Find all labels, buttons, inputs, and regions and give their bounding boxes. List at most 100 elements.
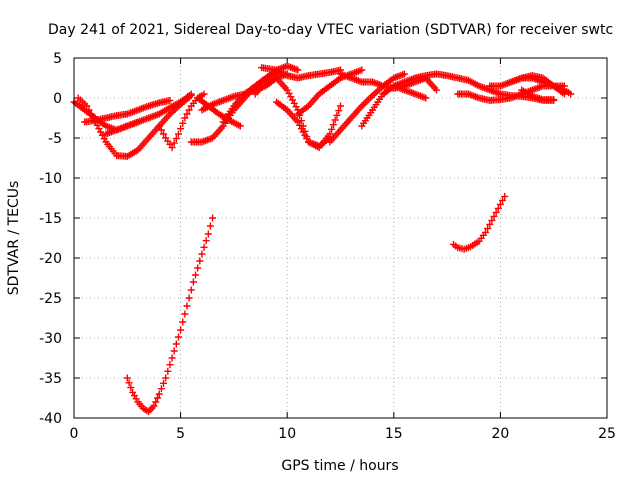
data-point	[157, 126, 165, 134]
y-axis-label: SDTVAR / TECUs	[6, 181, 22, 296]
y-tick-label: -10	[39, 171, 62, 187]
data-point	[85, 106, 93, 114]
data-point	[400, 70, 408, 78]
data-point	[481, 228, 489, 236]
y-tick-label: -15	[39, 211, 62, 227]
x-axis-label: GPS time / hours	[281, 458, 398, 474]
data-point	[209, 214, 217, 222]
series-arc-21	[507, 72, 568, 98]
data-point	[155, 390, 163, 398]
series-arc-8	[194, 94, 244, 130]
data-point	[174, 333, 182, 341]
series-arc-23	[123, 214, 217, 416]
data-point	[183, 302, 191, 310]
y-tick-label: -5	[48, 131, 62, 147]
data-point	[337, 102, 344, 110]
data-points	[70, 62, 575, 416]
data-point	[329, 121, 337, 129]
x-tick-label: 0	[70, 426, 79, 442]
data-point	[160, 130, 168, 138]
data-point	[333, 111, 341, 119]
data-point	[152, 398, 160, 406]
data-point	[174, 130, 182, 138]
data-point	[83, 102, 91, 110]
series-arc-4	[102, 90, 195, 138]
data-point	[432, 86, 440, 94]
series-arc-3	[81, 96, 174, 126]
data-point	[160, 379, 168, 387]
series-arc-22	[518, 86, 558, 104]
series-arc-24	[449, 192, 509, 253]
y-tick-label: 5	[53, 51, 62, 67]
data-point	[484, 224, 492, 232]
plot-frame	[73, 57, 608, 419]
chart-title: Day 241 of 2021, Sidereal Day-to-day VTE…	[48, 22, 613, 38]
data-point	[486, 220, 494, 228]
data-point	[157, 385, 165, 393]
data-point	[499, 196, 507, 204]
data-point	[496, 200, 504, 208]
data-point	[187, 90, 195, 98]
data-point	[172, 135, 180, 143]
data-point	[236, 122, 244, 130]
data-point	[194, 264, 202, 272]
data-point	[331, 116, 339, 124]
axis-ticks: 0 5 10 15 20 25 5 0 -5 -10 -15 -20 -25 -30 -35 -40	[39, 51, 616, 442]
data-point	[177, 125, 185, 133]
series-arc-12	[273, 98, 334, 150]
y-tick-label: 0	[53, 91, 62, 107]
data-point	[127, 384, 135, 392]
data-point	[125, 379, 133, 387]
series-arc-11	[258, 64, 344, 82]
x-tick-label: 5	[176, 426, 185, 442]
data-point	[181, 310, 189, 318]
data-point	[179, 119, 187, 127]
data-point	[185, 294, 193, 302]
x-tick-label: 25	[598, 426, 616, 442]
data-point	[179, 318, 187, 326]
series-arc-14	[326, 70, 408, 146]
data-point	[189, 278, 197, 286]
data-point	[150, 402, 158, 410]
data-point	[200, 90, 208, 98]
data-point	[168, 354, 176, 362]
data-point	[87, 110, 95, 118]
data-point	[187, 286, 195, 294]
data-point	[335, 107, 343, 115]
data-point	[200, 243, 208, 251]
data-point	[501, 192, 509, 200]
data-point	[181, 114, 189, 122]
y-tick-label: -20	[39, 251, 62, 267]
data-point	[560, 90, 568, 98]
data-point	[154, 394, 162, 402]
data-point	[204, 230, 212, 238]
data-point	[198, 250, 206, 258]
data-point	[492, 208, 500, 216]
data-point	[422, 94, 430, 102]
data-point	[567, 90, 575, 98]
data-point	[155, 122, 163, 130]
y-tick-label: -40	[39, 411, 62, 427]
data-point	[358, 66, 366, 74]
data-point	[172, 340, 180, 348]
data-point	[168, 144, 176, 152]
data-point	[170, 139, 178, 147]
data-point	[123, 374, 131, 382]
data-point	[185, 106, 193, 114]
data-point	[202, 237, 210, 245]
data-point	[192, 271, 200, 279]
data-point	[166, 96, 174, 104]
x-tick-label: 20	[491, 426, 509, 442]
y-tick-label: -30	[39, 331, 62, 347]
data-point	[550, 96, 558, 104]
data-point	[164, 367, 172, 375]
x-tick-label: 15	[385, 426, 403, 442]
data-point	[328, 125, 336, 133]
y-tick-label: -35	[39, 371, 62, 387]
grid	[74, 58, 607, 418]
data-point	[196, 257, 204, 265]
x-tick-label: 10	[278, 426, 296, 442]
data-point	[183, 110, 191, 118]
data-point	[294, 66, 302, 74]
